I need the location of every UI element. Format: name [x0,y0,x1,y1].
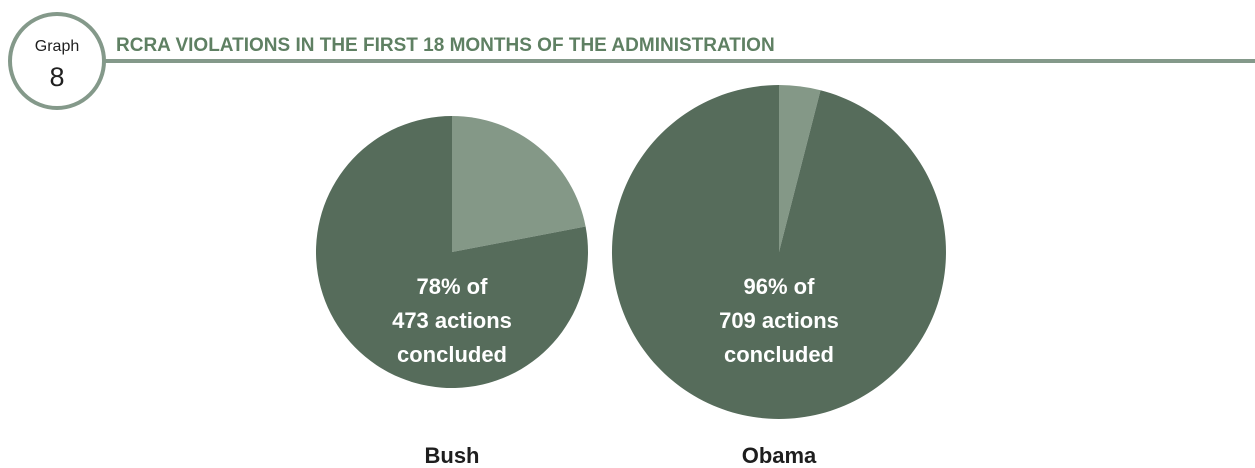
chart-title: RCRA VIOLATIONS IN THE FIRST 18 MONTHS O… [116,35,775,56]
pie-obama: 96% of 709 actions concluded Obama [611,84,946,468]
badge-number: 8 [49,62,64,92]
pie-data-label: 473 actions [392,308,512,333]
pie-slice-concluded [611,84,946,420]
pie-slice-concluded [315,116,588,388]
graph-badge: Graph 8 [8,12,106,110]
pie-charts: 78% of 473 actions concluded Bush 96% of 709 … [315,84,946,468]
pie-data-label: concluded [724,342,834,367]
pie-data-label: 709 actions [719,308,839,333]
pie-data-label: 96% of [744,274,816,299]
pie-slice-remaining [452,116,586,252]
pie-bush: 78% of 473 actions concluded Bush [315,116,588,468]
pie-data-label: concluded [397,342,507,367]
pie-data-label: 78% of [417,274,489,299]
pie-category-label: Obama [742,443,817,468]
pie-slice-remaining [779,85,821,252]
badge-circle [8,12,106,110]
pie-category-label: Bush [425,443,480,468]
badge-label: Graph [35,38,79,55]
